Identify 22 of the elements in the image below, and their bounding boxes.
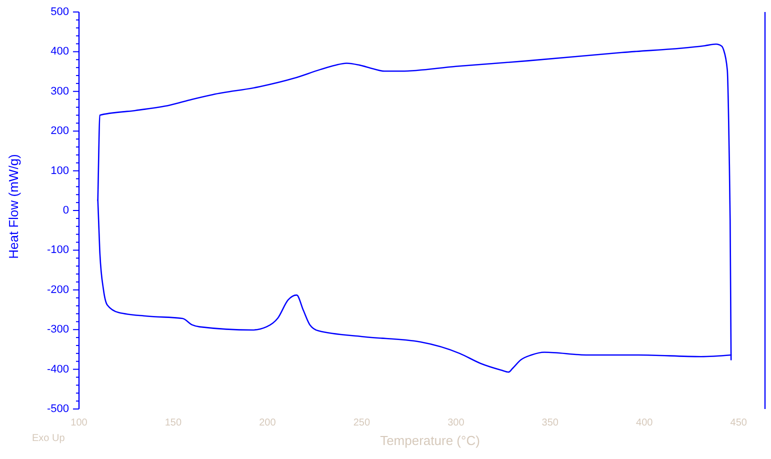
y-tick-label: -300 (46, 324, 69, 336)
y-tick-label: 500 (50, 6, 69, 18)
x-tick-label: 350 (542, 418, 559, 428)
x-tick-label: 200 (259, 418, 276, 428)
x-tick-label: 400 (636, 418, 654, 428)
x-tick-label: 300 (448, 418, 465, 428)
y-tick-label: 400 (50, 46, 69, 58)
y-tick-label: 300 (50, 85, 69, 98)
x-axis-title: Temperature (°C) (380, 432, 480, 448)
x-tick-label: 150 (164, 418, 182, 428)
x-tick-label: 250 (353, 418, 370, 428)
y-tick-label: -400 (46, 363, 69, 376)
y-axis-title: Heat Flow (mW/g) (6, 154, 20, 259)
y-tick-label: 0 (62, 204, 69, 216)
y-tick-label: -100 (46, 244, 69, 256)
y-tick-label: 100 (50, 164, 69, 177)
x-tick-label: 100 (70, 418, 88, 428)
annotation-text: Exo Up (32, 433, 65, 444)
y-tick-label: 200 (50, 125, 69, 138)
y-tick-label: -200 (46, 284, 69, 296)
x-tick-label: 450 (730, 418, 748, 428)
y-tick-label: -500 (46, 403, 69, 415)
